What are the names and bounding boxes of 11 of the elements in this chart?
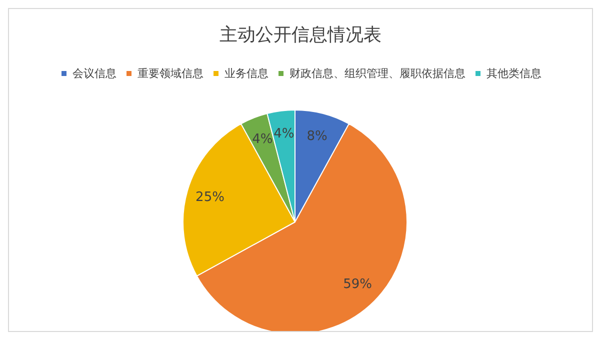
- legend-label: 其他类信息: [486, 67, 542, 80]
- legend-label: 财政信息、组织管理、履职依据信息: [290, 67, 466, 80]
- legend-label: 业务信息: [224, 67, 268, 80]
- data-label: 8%: [306, 128, 328, 144]
- legend-label: 会议信息: [72, 67, 116, 80]
- data-label: 4%: [274, 126, 294, 142]
- data-label: 4%: [252, 132, 273, 148]
- data-label: 25%: [196, 190, 224, 205]
- legend-label: 重要领域信息: [138, 67, 204, 80]
- chart-title: 主动公开信息情况表: [220, 24, 382, 46]
- data-label: 59%: [343, 277, 372, 292]
